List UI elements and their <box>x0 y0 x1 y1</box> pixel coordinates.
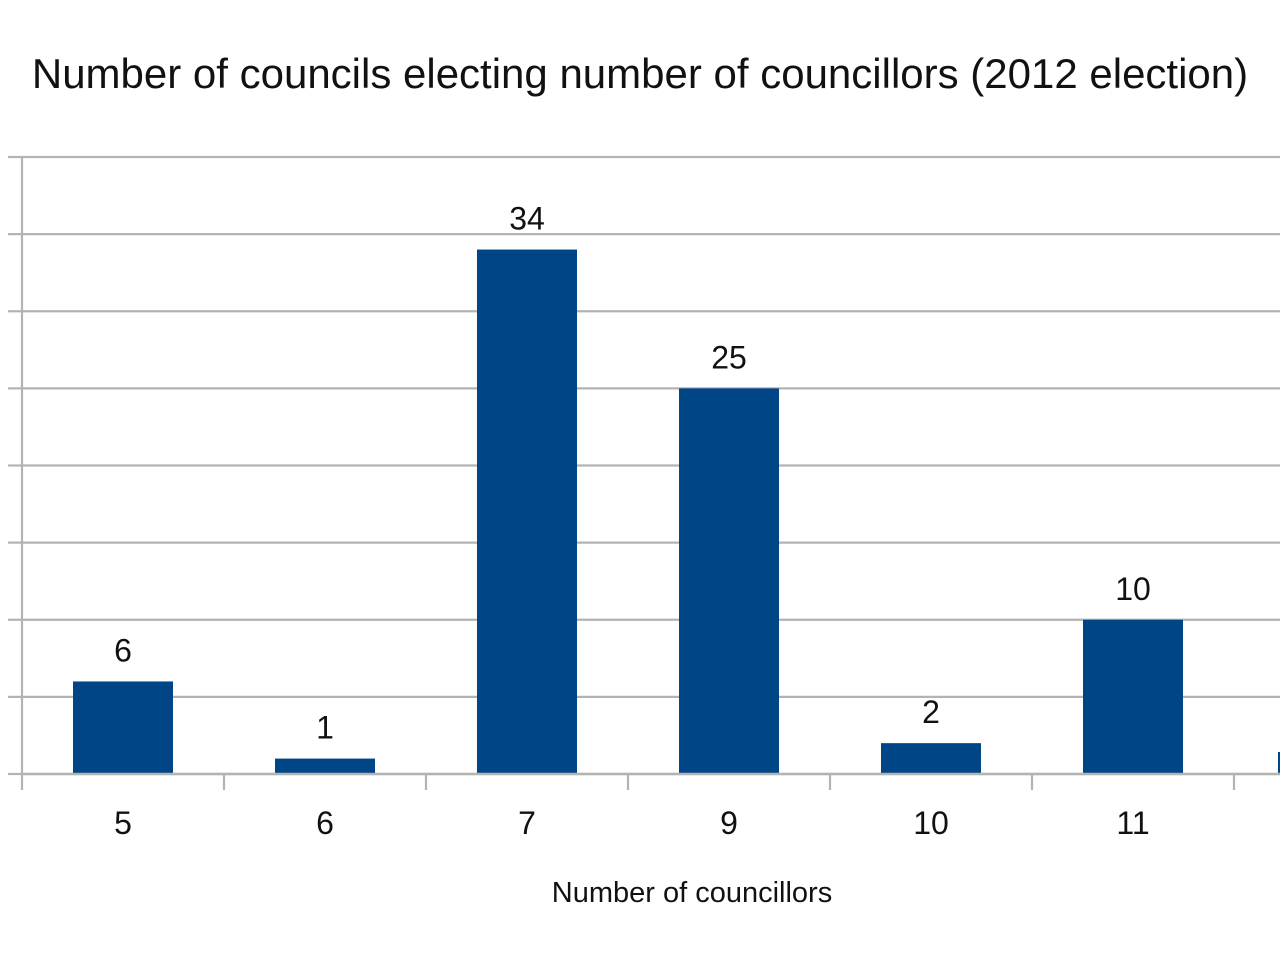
bar <box>679 388 779 774</box>
x-tick-label: 6 <box>316 805 334 841</box>
bar <box>1083 619 1183 774</box>
x-axis-title: Number of councillors <box>552 877 832 909</box>
data-label: 10 <box>1115 571 1151 607</box>
data-label: 34 <box>509 201 545 237</box>
bars <box>73 249 1280 775</box>
x-tick-label: 11 <box>1116 805 1149 841</box>
x-tick-label: 10 <box>913 805 949 841</box>
bar <box>881 743 981 774</box>
bar <box>1278 752 1280 774</box>
data-label: 25 <box>711 339 747 375</box>
x-tick-label: 9 <box>720 805 738 841</box>
chart-title: Number of councils electing number of co… <box>32 50 1248 97</box>
bar <box>73 681 173 774</box>
data-label: 6 <box>114 632 132 668</box>
x-tick-label: 7 <box>518 805 536 841</box>
bar <box>275 758 375 774</box>
bar <box>477 249 577 775</box>
axes <box>8 155 1280 790</box>
data-label: 2 <box>922 694 940 730</box>
gridlines <box>22 155 1280 776</box>
x-tick-label: 5 <box>114 805 132 841</box>
data-label: 1 <box>316 710 334 746</box>
labels: 6 5 1 6 34 7 25 9 2 10 10 11 <box>114 201 1151 841</box>
